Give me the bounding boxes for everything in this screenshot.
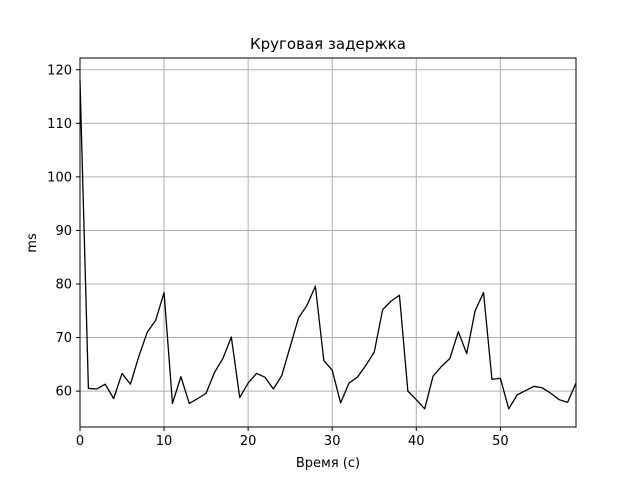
x-tick-label: 40 (408, 434, 425, 449)
y-tick-label: 90 (55, 224, 72, 239)
x-axis-label: Время (с) (296, 456, 360, 471)
x-axis-ticks: 0 10 20 30 40 50 (76, 427, 509, 449)
grid (79, 58, 576, 427)
x-tick-label: 30 (324, 434, 341, 449)
x-tick-label: 0 (76, 434, 84, 449)
y-tick-label: 70 (55, 331, 72, 346)
x-tick-label: 50 (492, 434, 509, 449)
y-tick-label: 80 (55, 278, 72, 293)
y-tick-label: 110 (47, 117, 72, 132)
y-tick-label: 120 (47, 63, 72, 78)
plot-frame (79, 57, 577, 428)
chart-title: Круговая задержка (250, 35, 406, 53)
y-axis-label: ms (25, 233, 40, 253)
series-layer (79, 80, 577, 410)
y-axis-ticks: 60 70 80 90 100 110 120 (47, 63, 80, 400)
y-tick-label: 100 (47, 170, 72, 185)
series-line (79, 80, 577, 410)
x-tick-label: 10 (156, 434, 173, 449)
x-tick-label: 20 (240, 434, 257, 449)
y-tick-label: 60 (55, 385, 72, 400)
